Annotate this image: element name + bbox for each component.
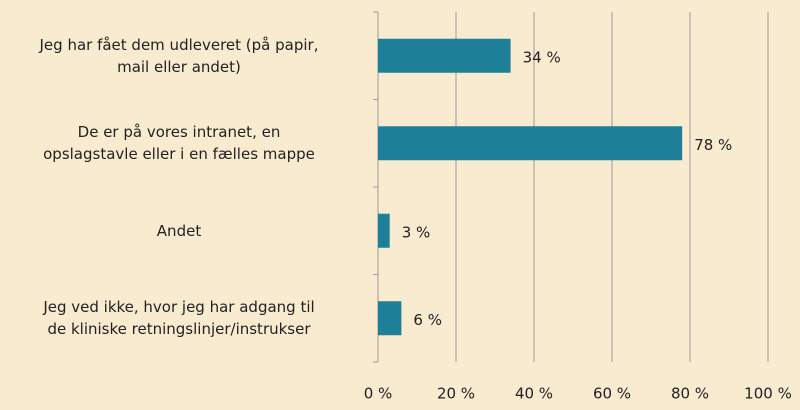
bar [378, 38, 511, 73]
data-label: 6 % [413, 311, 442, 329]
y-tick-label: Andet [156, 221, 202, 240]
y-tick-label: Jeg har fået dem udleveret (på papir, ma… [39, 35, 319, 76]
data-label: 34 % [523, 48, 561, 66]
x-tick-label: 60 % [593, 385, 631, 403]
bar [378, 213, 390, 248]
y-tick-label: Jeg ved ikke, hvor jeg har adgang til de… [43, 298, 315, 339]
data-label: 78 % [694, 136, 732, 154]
x-tick-label: 80 % [671, 385, 709, 403]
x-tick-label: 40 % [515, 385, 553, 403]
y-tick-label: De er på vores intranet, en opslagstavle… [43, 123, 315, 164]
x-tick-label: 0 % [364, 385, 393, 403]
x-tick-label: 100 % [744, 385, 792, 403]
data-label: 3 % [402, 223, 431, 241]
bar [378, 301, 402, 336]
x-tick-label: 20 % [437, 385, 475, 403]
bar [378, 126, 683, 161]
